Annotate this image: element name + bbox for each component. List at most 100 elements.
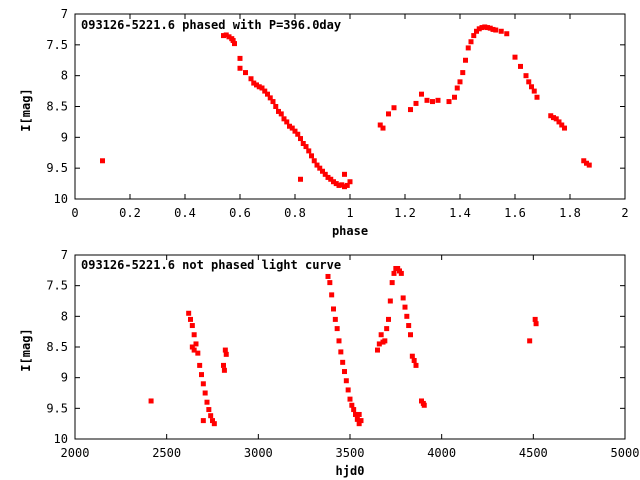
x-tick-label: 1.6 (504, 206, 526, 220)
data-point (100, 158, 105, 164)
data-point (533, 321, 539, 327)
data-point (309, 153, 314, 159)
x-tick-label: 1.8 (559, 206, 581, 220)
data-point (320, 168, 325, 174)
x-tick-label: 1.2 (394, 206, 416, 220)
data-point (232, 41, 237, 47)
data-point (221, 33, 226, 39)
data-point (378, 332, 384, 338)
data-point (331, 306, 336, 312)
data-point (512, 54, 518, 60)
data-point (191, 332, 197, 338)
x-tick-label: 2000 (61, 446, 90, 460)
x-tick-label: 0.4 (174, 206, 196, 220)
data-point (202, 390, 208, 396)
data-point (556, 119, 562, 125)
data-point (353, 411, 358, 417)
tick-group: 2000 2500 3000 3500 4000 4500 5000 7 7.5 8 8.5 9 9.5… (46, 248, 639, 460)
data-point (386, 316, 391, 322)
data-point (474, 28, 479, 34)
data-point (303, 144, 309, 150)
data-point (306, 148, 312, 154)
data-point (584, 160, 589, 166)
data-point (186, 310, 192, 316)
data-point (334, 326, 340, 332)
y-tick-label: 7 (61, 7, 68, 21)
data-point (317, 165, 323, 171)
data-point (329, 292, 335, 298)
data-points (148, 265, 539, 427)
data-point (356, 411, 362, 417)
data-point (191, 347, 197, 353)
data-point (221, 362, 226, 368)
y-tick-label: 7.5 (46, 38, 68, 52)
data-point (413, 100, 419, 106)
data-point (468, 39, 474, 45)
data-point (222, 347, 228, 353)
data-point (471, 33, 477, 39)
tick-group: 0 0.2 0.4 0.6 0.8 1 1.2 1.4 1.6 1.8 2 7 7.5 8 8.5 9 9.5 1… (46, 7, 628, 220)
data-point (454, 85, 460, 91)
y-tick-label: 10 (54, 432, 68, 446)
x-tick-label: 0 (71, 206, 78, 220)
data-point (358, 418, 364, 424)
data-point (382, 338, 388, 344)
data-point (586, 162, 592, 168)
data-point (465, 45, 471, 51)
data-point (351, 407, 357, 413)
data-point (349, 402, 355, 408)
data-point (485, 25, 490, 31)
data-point (347, 179, 353, 185)
data-point (498, 28, 504, 34)
x-tick-label: 1 (346, 206, 353, 220)
data-point (339, 182, 345, 188)
data-point (377, 122, 383, 128)
data-point (284, 119, 290, 125)
data-point (314, 162, 320, 168)
data-point (398, 270, 404, 276)
data-point (482, 24, 488, 30)
phased-light-curve-panel: 093126-5221.6 phased with P=396.0day pha… (19, 7, 629, 238)
data-point (476, 26, 482, 32)
data-point (408, 332, 413, 338)
data-point (208, 413, 214, 419)
data-point (389, 280, 395, 286)
data-point (327, 280, 333, 286)
data-point (435, 97, 441, 103)
data-point (551, 115, 556, 121)
data-point (338, 349, 344, 355)
data-point (354, 416, 360, 422)
data-point (376, 341, 382, 347)
y-tick-label: 8 (61, 69, 68, 83)
x-tick-label: 3500 (336, 446, 365, 460)
data-point (270, 99, 276, 105)
data-point (518, 63, 523, 69)
data-point (345, 387, 351, 393)
x-tick-label: 5000 (611, 446, 640, 460)
data-point (384, 326, 390, 332)
data-point (206, 407, 212, 413)
y-tick-label: 9 (61, 371, 68, 385)
x-tick-label: 0.8 (284, 206, 306, 220)
data-point (504, 31, 510, 37)
data-point (267, 95, 273, 101)
data-points (100, 24, 592, 190)
data-point (446, 99, 452, 105)
data-point (493, 27, 499, 33)
data-point (531, 88, 537, 94)
data-point (336, 338, 342, 344)
data-point (413, 362, 419, 368)
data-point (211, 421, 217, 427)
chart-title: 093126-5221.6 phased with P=396.0day (81, 18, 341, 32)
x-tick-label: 0.6 (229, 206, 251, 220)
data-point (287, 123, 292, 129)
data-point (237, 55, 243, 61)
data-point (487, 25, 493, 31)
data-point (223, 32, 229, 38)
data-point (276, 108, 281, 114)
y-tick-label: 8 (61, 309, 68, 323)
data-point (200, 381, 206, 387)
data-point (534, 94, 540, 100)
data-point (300, 141, 306, 146)
data-point (387, 298, 393, 304)
